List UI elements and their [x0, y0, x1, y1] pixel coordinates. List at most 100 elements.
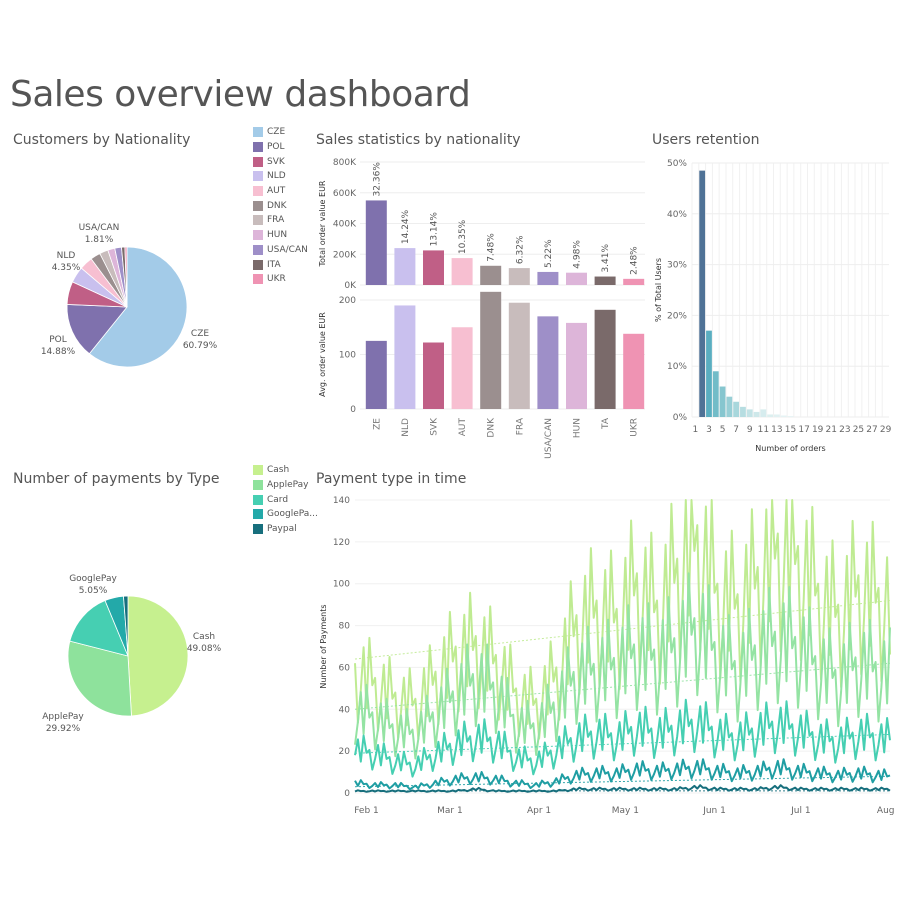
payments-legend-swatch [253, 465, 263, 476]
nationality-legend-swatch [253, 230, 263, 241]
sales-bar-total-hun[interactable] [566, 272, 587, 285]
payments-legend-item-applepay[interactable]: ApplePay [253, 478, 318, 493]
payment-ytick-label: 40 [339, 705, 351, 715]
nationality-legend-item-pol[interactable]: POL [253, 140, 308, 155]
retention-bar-11[interactable] [760, 409, 767, 417]
nationality-pie-label-usa-can: USA/CAN [79, 223, 120, 233]
retention-xtick-label: 17 [798, 425, 809, 435]
payments-pie-label-cash: Cash [193, 632, 215, 642]
retention-bar-4[interactable] [712, 371, 719, 417]
retention-bar-6[interactable] [726, 396, 733, 417]
retention-xtick-label: 23 [839, 425, 850, 435]
nationality-legend-swatch [253, 259, 263, 270]
sales-ytick-label: 600K [333, 189, 357, 199]
retention-bar-2[interactable] [699, 170, 706, 417]
retention-bar-9[interactable] [746, 409, 753, 417]
retention-xtick-label: 7 [733, 425, 739, 435]
sales-bar-avg-svk[interactable] [423, 342, 444, 409]
nationality-pie-label-nld: NLD [57, 251, 76, 261]
retention-xtick-label: 21 [826, 425, 837, 435]
retention-bar-15[interactable] [787, 415, 794, 417]
sales-xtick-label: SVK [430, 417, 440, 436]
nationality-legend-item-cze[interactable]: CZE [253, 125, 308, 140]
retention-bar-12[interactable] [767, 414, 774, 417]
sales-bar-avg-hun[interactable] [566, 322, 587, 409]
payments-pie-slice-paypal[interactable] [123, 595, 129, 657]
payment-line-paypal[interactable] [354, 784, 891, 793]
sales-bar-avg-ita[interactable] [594, 309, 616, 409]
retention-xtick-label: 15 [785, 425, 796, 435]
nationality-legend-item-aut[interactable]: AUT [253, 184, 308, 199]
nationality-legend-item-nld[interactable]: NLD [253, 169, 308, 184]
payments-pie-slice-card[interactable] [69, 600, 129, 657]
retention-bar-14[interactable] [780, 415, 787, 417]
nationality-legend-item-svk[interactable]: SVK [253, 154, 308, 169]
sales-bar-total-cze[interactable] [365, 200, 387, 285]
retention-xtick-label: 27 [866, 425, 877, 435]
payment-line-card[interactable] [354, 698, 891, 778]
sales-bar-total-ita[interactable] [594, 276, 616, 285]
sales-bar-avg-aut[interactable] [451, 327, 473, 409]
payment-xtick-label: Feb 1 [354, 806, 379, 816]
sales-ylabel: Avg. order value EUR [318, 312, 327, 397]
nationality-pie-chart: CZE 60.79% POL 14.88% NLD 4.35% USA/CAN 1.81% [41, 223, 218, 368]
payments-legend-item-cash[interactable]: Cash [253, 463, 318, 478]
sales-xtick-label: DNK [487, 417, 497, 438]
payments-pie-chart: Cash 49.08% ApplePay 29.92% GooglePay 5.05% [42, 574, 221, 734]
payments-legend-swatch [253, 480, 263, 491]
payments-legend-swatch [253, 524, 263, 535]
sales-bar-avg-ukr[interactable] [623, 333, 645, 409]
payments-pie-slice-cash[interactable] [127, 595, 189, 717]
sales-bar-avg-fra[interactable] [508, 302, 530, 409]
retention-xtick-label: 19 [812, 425, 824, 435]
sales-data-label: 14.24% [401, 209, 411, 244]
retention-bar-13[interactable] [774, 414, 780, 417]
sales-xtick-label: TA [601, 417, 611, 430]
nationality-legend-swatch [253, 142, 263, 153]
sales-bar-avg-cze[interactable] [365, 340, 387, 409]
retention-ytick-label: 30% [667, 261, 687, 271]
payments-pie-slice-applepay[interactable] [67, 640, 132, 717]
retention-xtick-label: 25 [853, 425, 864, 435]
sales-bar-total-ukr[interactable] [623, 278, 645, 285]
payment-line-googlepay[interactable] [354, 758, 891, 791]
nationality-pie-slice-pol[interactable] [66, 304, 128, 355]
payments-legend-item-card[interactable]: Card [253, 492, 318, 507]
sales-ylabel: Total order value EUR [318, 180, 327, 267]
sales-bar-total-fra[interactable] [508, 268, 530, 285]
nationality-legend-item-ukr[interactable]: UKR [253, 272, 308, 287]
sales-bar-avg-nld[interactable] [394, 305, 416, 409]
nationality-legend-item-usa-can[interactable]: USA/CAN [253, 243, 308, 258]
sales-bar-total-usa-can[interactable] [537, 271, 559, 285]
payments-legend-item-googlepa[interactable]: GooglePa... [253, 507, 318, 522]
sales-bar-total-svk[interactable] [423, 250, 444, 285]
retention-bar-7[interactable] [733, 401, 740, 417]
sales-ytick-label: 100 [339, 351, 356, 361]
nationality-legend: CZE POL SVK NLD AUT DNK FRA HUN USA/CAN ITA UKR [253, 125, 308, 287]
sales-bar-avg-usa-can[interactable] [537, 316, 559, 409]
sales-bar-total-aut[interactable] [451, 258, 473, 285]
retention-bar-3[interactable] [706, 330, 712, 417]
sales-data-label: 32.36% [372, 162, 382, 197]
payment-line-applepay[interactable] [354, 572, 891, 760]
nationality-legend-item-fra[interactable]: FRA [253, 213, 308, 228]
sales-bar-total-nld[interactable] [394, 248, 416, 285]
nationality-pie-pct-pol: 14.88% [41, 347, 76, 357]
retention-bar-10[interactable] [753, 411, 760, 417]
sales-bar-avg-dnk[interactable] [480, 291, 502, 409]
nationality-legend-item-dnk[interactable]: DNK [253, 198, 308, 213]
sales-bar-total-dnk[interactable] [480, 265, 502, 285]
retention-ylabel: % of Total Users [654, 258, 663, 322]
payments-legend-item-paypal[interactable]: Paypal [253, 522, 318, 537]
nationality-legend-item-ita[interactable]: ITA [253, 257, 308, 272]
nationality-pie-slice-ukr[interactable] [124, 246, 128, 308]
payment-ytick-label: 0 [344, 789, 350, 799]
retention-bar-8[interactable] [740, 406, 746, 417]
payments-legend-label: Cash [267, 465, 290, 476]
nationality-legend-swatch [253, 200, 263, 211]
nationality-pie-slice-cze[interactable] [88, 246, 188, 368]
payment-ytick-label: 120 [333, 538, 350, 548]
retention-xtick-label: 13 [771, 425, 782, 435]
retention-bar-5[interactable] [719, 386, 726, 417]
nationality-legend-item-hun[interactable]: HUN [253, 228, 308, 243]
